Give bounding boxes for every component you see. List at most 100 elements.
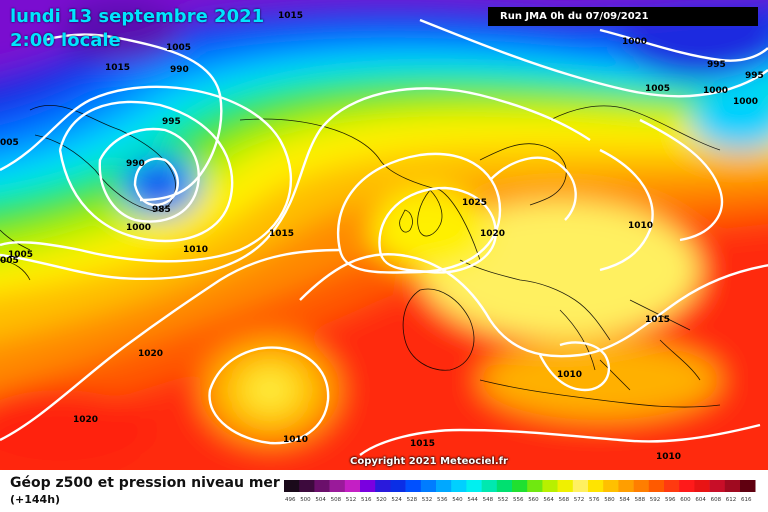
- legend-swatch: [724, 480, 741, 492]
- isobar-label: 985: [152, 205, 171, 215]
- legend-swatch: [512, 480, 528, 492]
- isobar-label: 1005: [645, 84, 670, 94]
- legend-swatch: [542, 480, 558, 492]
- legend-swatch: [360, 480, 376, 492]
- isobar-label: 1010: [283, 435, 308, 445]
- legend-swatch: [299, 480, 315, 492]
- legend-tick-label: 524: [391, 497, 402, 503]
- isobar-label: 1005: [8, 250, 33, 260]
- legend-swatch: [633, 480, 650, 492]
- legend-swatch: [664, 480, 680, 492]
- coastlines: [0, 105, 721, 408]
- legend-tick-label: 584: [619, 497, 630, 503]
- legend-swatch: [314, 480, 330, 492]
- legend-swatch: [284, 480, 300, 492]
- isobar-labels: 1015 1005 1015 990 995 005 990 985 1000 …: [0, 11, 764, 462]
- legend-swatch: [588, 480, 604, 492]
- legend-swatch: [390, 480, 406, 492]
- legend-swatch: [679, 480, 695, 492]
- legend-swatch: [466, 480, 482, 492]
- legend-tick-label: 608: [711, 497, 722, 503]
- isobar-label: 1020: [73, 415, 98, 425]
- legend-swatch: [496, 480, 513, 492]
- legend-tick-label: 580: [604, 497, 615, 503]
- legend-tick-label: 596: [665, 497, 676, 503]
- legend-tick-label: 496: [285, 497, 296, 503]
- legend-tick-label: 552: [498, 497, 509, 503]
- legend-tick-label: 612: [726, 497, 737, 503]
- forecast-range: (+144h): [10, 493, 61, 506]
- legend-tick-label: 588: [635, 497, 646, 503]
- weather-map: 1015 1005 1015 990 995 005 990 985 1000 …: [0, 0, 768, 470]
- forecast-date: lundi 13 septembre 2021: [10, 6, 265, 27]
- legend-swatch: [740, 480, 756, 492]
- isobar-label: 005: [0, 138, 19, 148]
- isobar-label: 1010: [557, 370, 582, 380]
- legend-swatch: [572, 480, 589, 492]
- isobar-label: 1020: [138, 349, 163, 359]
- isobar-label: 995: [162, 117, 181, 127]
- legend-swatch: [329, 480, 346, 492]
- forecast-time: 2:00 locale: [10, 30, 121, 51]
- legend-tick-label: 520: [376, 497, 387, 503]
- legend-tick-label: 568: [559, 497, 570, 503]
- map-title: Géop z500 et pression niveau mer: [10, 475, 280, 491]
- legend-swatch: [694, 480, 710, 492]
- footer: Géop z500 et pression niveau mer (+144h)…: [0, 470, 768, 512]
- isobar-label: 1000: [622, 37, 647, 47]
- legend-tick-label: 540: [452, 497, 463, 503]
- isobar-label: 1015: [645, 315, 670, 325]
- legend-tick-label: 508: [331, 497, 342, 503]
- isobar-label: 1000: [126, 223, 151, 233]
- isobar-label: 1025: [462, 198, 487, 208]
- run-info: Run JMA 0h du 07/09/2021: [488, 7, 758, 26]
- isobar-label: 1015: [105, 63, 130, 73]
- legend-tick-label: 516: [361, 497, 372, 503]
- legend-tick-label: 500: [300, 497, 311, 503]
- legend-tick-label: 600: [680, 497, 691, 503]
- isobar-label: 990: [170, 65, 189, 75]
- legend-swatch: [557, 480, 574, 492]
- legend-tick-label: 528: [407, 497, 418, 503]
- legend-swatch: [344, 480, 361, 492]
- legend-swatch: [603, 480, 619, 492]
- isobar-label: 1010: [628, 221, 653, 231]
- legend-swatch: [420, 480, 437, 492]
- legend-tick-label: 572: [574, 497, 585, 503]
- isobar-label: 1005: [166, 43, 191, 53]
- legend-tick-label: 592: [650, 497, 661, 503]
- isobars: [0, 18, 768, 456]
- isobar-label: 1000: [733, 97, 758, 107]
- legend-swatch: [436, 480, 452, 492]
- isobar-label: 005: [0, 256, 19, 266]
- legend-swatch: [527, 480, 543, 492]
- legend-swatch: [375, 480, 391, 492]
- legend-tick-label: 504: [315, 497, 326, 503]
- legend-swatch: [618, 480, 634, 492]
- legend-tick-label: 604: [695, 497, 706, 503]
- legend-swatch: [451, 480, 467, 492]
- isobar-label: 1010: [656, 452, 681, 462]
- geopotential-field: 1015 1005 1015 990 995 005 990 985 1000 …: [0, 0, 768, 470]
- legend-swatch: [405, 480, 422, 492]
- legend-tick-label: 564: [543, 497, 554, 503]
- isobar-label: 1015: [410, 439, 435, 449]
- legend-tick-label: 548: [483, 497, 494, 503]
- isobar-label: 1020: [480, 229, 505, 239]
- isobar-label: 990: [126, 159, 145, 169]
- isobar-label: 1000: [703, 86, 728, 96]
- isobar-label: 1010: [183, 245, 208, 255]
- legend-tick-label: 544: [467, 497, 478, 503]
- legend-tick-label: 576: [589, 497, 600, 503]
- copyright: Copyright 2021 Meteociel.fr: [350, 456, 508, 467]
- z500-color-bands: [0, 0, 768, 470]
- legend-tick-label: 556: [513, 497, 524, 503]
- legend-swatch: [709, 480, 726, 492]
- legend-tick-label: 512: [346, 497, 357, 503]
- legend-tick-label: 560: [528, 497, 539, 503]
- color-scale-legend: 496 500 504 508 512 516 520 524 528 532 536 540 544 5…: [284, 480, 756, 503]
- isobar-label: 995: [707, 60, 726, 70]
- legend-tick-label: 532: [422, 497, 433, 503]
- legend-tick-label: 616: [741, 497, 752, 503]
- isobar-label: 1015: [269, 229, 294, 239]
